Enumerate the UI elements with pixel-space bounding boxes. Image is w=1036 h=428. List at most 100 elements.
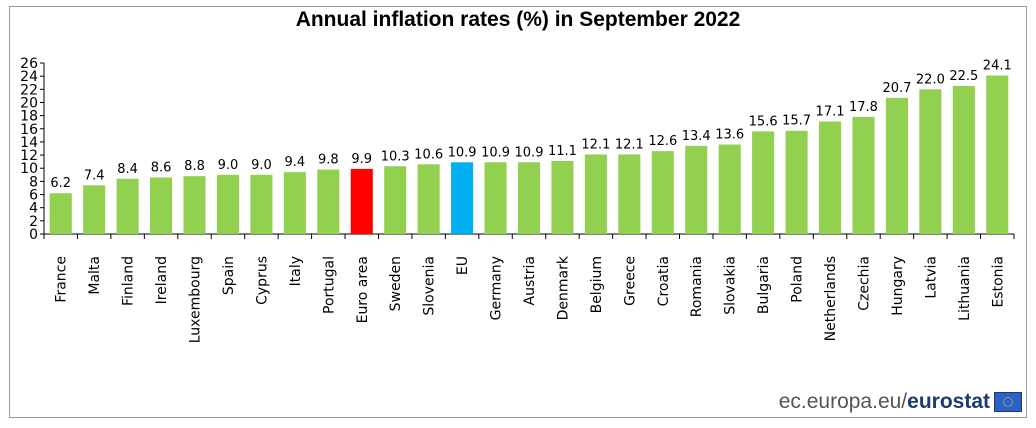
category-label: Lithuania [957, 256, 973, 321]
source-brand: eurostat [907, 390, 990, 413]
data-label: 15.7 [782, 114, 811, 129]
y-tick-label: 14 [20, 135, 38, 151]
category-label: Bulgaria [756, 256, 772, 314]
bar [384, 166, 407, 234]
category-label: Slovenia [422, 256, 438, 316]
y-tick-label: 26 [20, 56, 38, 72]
data-label: 10.9 [448, 145, 477, 160]
data-label: 13.4 [682, 129, 711, 144]
data-label: 9.4 [285, 155, 306, 170]
category-label: Italy [288, 256, 304, 286]
category-label: Sweden [388, 256, 404, 311]
data-label: 8.4 [117, 162, 138, 177]
data-label: 7.4 [84, 168, 105, 183]
data-label: 9.9 [351, 152, 372, 167]
bar [350, 168, 373, 234]
category-label: Latvia [923, 256, 939, 299]
category-label: Hungary [890, 256, 906, 316]
category-label: EU [455, 256, 471, 275]
category-label: Portugal [321, 256, 337, 314]
bar [986, 75, 1009, 234]
bar [584, 154, 607, 234]
data-label: 10.9 [515, 145, 544, 160]
category-label: Malta [87, 256, 103, 295]
data-label: 10.3 [381, 149, 410, 164]
y-tick-label: 18 [20, 109, 38, 125]
bar [183, 176, 206, 234]
bar [250, 174, 273, 234]
data-label: 20.7 [882, 81, 911, 96]
category-label: Netherlands [823, 256, 839, 341]
category-label: Luxembourg [188, 256, 204, 343]
data-label: 12.6 [648, 134, 677, 149]
bar [818, 121, 842, 234]
category-label: Germany [489, 256, 505, 320]
category-label: Poland [790, 256, 806, 303]
bar [417, 164, 440, 234]
category-label: Greece [622, 256, 638, 306]
data-label: 10.6 [414, 147, 443, 162]
data-label: 12.1 [581, 137, 610, 152]
y-tick-label: 4 [29, 201, 38, 217]
source-url: ec.europa.eu/ [778, 390, 908, 413]
y-tick-label: 12 [20, 148, 38, 164]
bar [852, 116, 875, 234]
data-label: 10.9 [481, 145, 510, 160]
bar [718, 144, 741, 234]
y-tick-label: 6 [29, 188, 38, 204]
data-label: 8.8 [184, 159, 205, 174]
y-tick-label: 0 [29, 227, 38, 243]
bar [551, 160, 574, 234]
source-credit: ec.europa.eu/ eurostat [779, 390, 1022, 414]
data-label: 6.2 [50, 176, 71, 191]
y-tick-label: 10 [20, 161, 38, 177]
data-label: 17.8 [849, 100, 878, 115]
bar [451, 162, 474, 234]
category-label: Czechia [856, 256, 872, 311]
bar [216, 174, 240, 234]
y-tick-label: 8 [29, 174, 38, 190]
data-label: 24.1 [983, 58, 1012, 73]
category-label: Croatia [656, 256, 672, 306]
category-label: Austria [522, 256, 538, 305]
category-label: Ireland [154, 256, 170, 304]
bar [919, 89, 942, 234]
y-tick-label: 20 [20, 95, 38, 111]
category-label: Euro area [355, 256, 371, 323]
category-label: Spain [221, 256, 237, 295]
data-label: 11.1 [548, 144, 577, 159]
bar [49, 193, 72, 234]
category-label: Romania [689, 256, 705, 317]
y-tick-label: 2 [29, 214, 38, 230]
bar [150, 177, 173, 234]
data-label: 22.5 [949, 69, 978, 84]
bar [517, 162, 541, 234]
category-label: Estonia [990, 256, 1006, 308]
data-label: 8.6 [151, 160, 172, 175]
bar [752, 131, 775, 234]
chart-title: Annual inflation rates (%) in September … [295, 8, 741, 31]
bar [83, 185, 106, 234]
category-label: France [54, 256, 70, 303]
eu-flag-icon [994, 392, 1022, 412]
category-label: Finland [121, 256, 137, 306]
data-label: 17.1 [816, 105, 845, 120]
bar [885, 97, 908, 234]
category-label: Slovakia [723, 256, 739, 315]
bar [283, 172, 306, 234]
data-label: 13.6 [715, 128, 744, 143]
category-label: Cyprus [254, 256, 270, 305]
bar [685, 145, 708, 234]
data-label: 22.0 [916, 72, 945, 87]
bar [785, 130, 808, 234]
data-label: 12.1 [615, 137, 644, 152]
y-tick-label: 16 [20, 122, 38, 138]
bar [317, 169, 340, 234]
data-label: 9.0 [251, 158, 272, 173]
y-tick-label: 22 [20, 82, 38, 98]
data-label: 9.8 [318, 153, 339, 168]
category-label: Belgium [589, 256, 605, 313]
data-label: 9.0 [218, 158, 239, 173]
category-label: Denmark [555, 255, 571, 320]
